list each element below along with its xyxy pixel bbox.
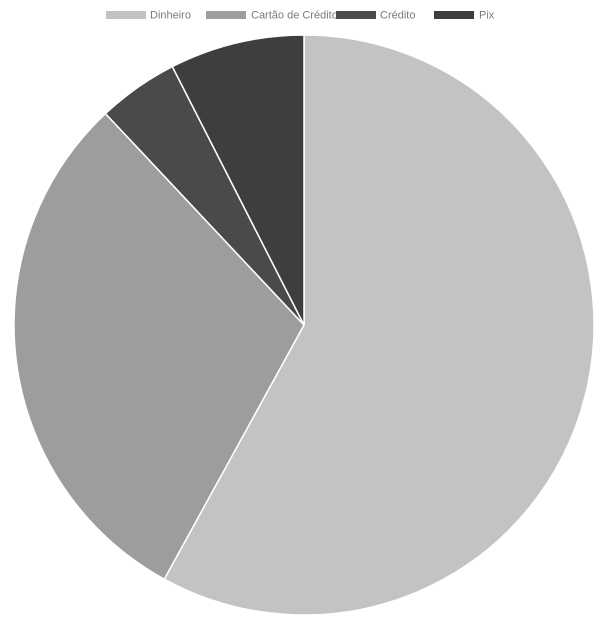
chart-legend: Dinheiro Cartão de Crédito Crédito Pix [106,10,495,22]
legend-item[interactable]: Pix [434,10,495,22]
legend-swatch-pix [434,11,474,19]
pie-slice-cartao-de-credito[interactable] [13,112,305,581]
legend-swatch-dinheiro [106,11,146,19]
legend-label-pix: Pix [479,10,495,22]
legend-item[interactable]: Dinheiro [106,10,191,22]
legend-label-cartao-de-credito: Cartão de Crédito [251,10,338,22]
legend-label-credito: Crédito [380,10,415,22]
pie-slices [13,34,595,616]
legend-swatch-credito [336,11,376,19]
legend-item[interactable]: Crédito [336,10,415,22]
legend-label-dinheiro: Dinheiro [150,10,191,22]
pie-slice-pix[interactable] [171,34,305,326]
legend-item[interactable]: Cartão de Crédito [206,10,338,22]
legend-swatch-cartao-de-credito [206,11,246,19]
pie-slice-dinheiro[interactable] [163,34,595,616]
